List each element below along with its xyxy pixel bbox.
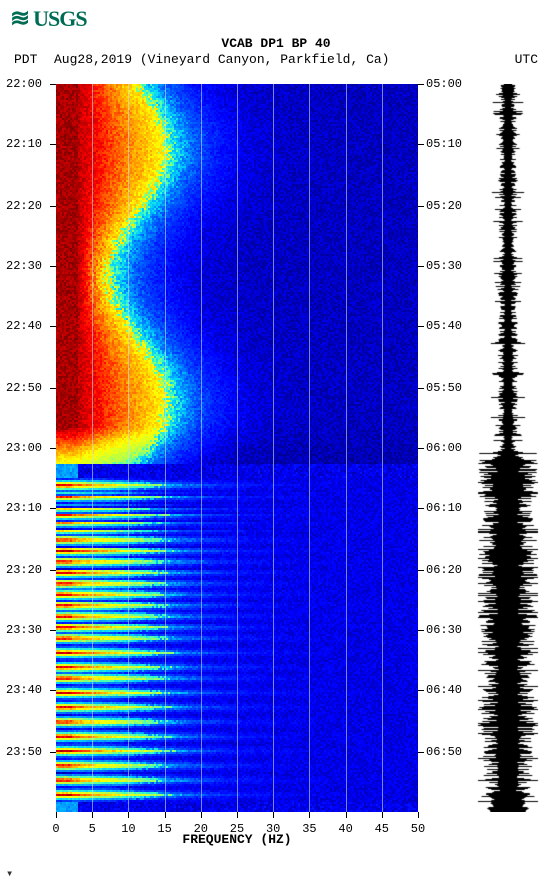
spectrogram-canvas [56, 84, 418, 812]
time-label: 22:40 [6, 320, 54, 332]
time-label: 06:20 [426, 564, 474, 576]
location-text: (Vineyard Canyon, Parkfield, Ca) [140, 52, 390, 67]
time-label: 05:40 [426, 320, 474, 332]
time-label: 05:30 [426, 260, 474, 272]
time-label: 23:20 [6, 564, 54, 576]
tz-right-label: UTC [498, 52, 538, 67]
time-label: 23:30 [6, 624, 54, 636]
time-label: 22:50 [6, 382, 54, 394]
time-label: 22:20 [6, 200, 54, 212]
time-label: 06:40 [426, 684, 474, 696]
time-label: 06:30 [426, 624, 474, 636]
x-axis-title: FREQUENCY (HZ) [56, 832, 418, 847]
time-label: 06:00 [426, 442, 474, 454]
time-label: 23:10 [6, 502, 54, 514]
time-label: 05:10 [426, 138, 474, 150]
date-location-line: PDT Aug28,2019 (Vineyard Canyon, Parkfie… [14, 52, 538, 67]
tz-left-label: PDT [14, 52, 54, 67]
time-label: 22:00 [6, 78, 54, 90]
time-label: 23:50 [6, 746, 54, 758]
time-label: 05:20 [426, 200, 474, 212]
time-label: 05:00 [426, 78, 474, 90]
seismogram-canvas [476, 84, 540, 812]
y-axis-left-pdt: 22:0022:1022:2022:3022:4022:5023:0023:10… [6, 84, 54, 812]
date-text: Aug28,2019 [54, 52, 132, 67]
time-label: 06:50 [426, 746, 474, 758]
station-channel-title: VCAB DP1 BP 40 [0, 36, 552, 51]
seismogram-panel [476, 84, 540, 812]
time-label: 22:30 [6, 260, 54, 272]
time-label: 22:10 [6, 138, 54, 150]
usgs-text: USGS [33, 6, 86, 32]
footer-caret-icon: ▾ [6, 866, 13, 881]
date-location: Aug28,2019 (Vineyard Canyon, Parkfield, … [54, 52, 498, 67]
time-label: 05:50 [426, 382, 474, 394]
time-label: 23:40 [6, 684, 54, 696]
spectrogram-plot [56, 84, 418, 812]
time-label: 23:00 [6, 442, 54, 454]
usgs-logo: ≋ USGS [10, 6, 87, 32]
time-label: 06:10 [426, 502, 474, 514]
y-axis-right-utc: 05:0005:1005:2005:3005:4005:5006:0006:10… [420, 84, 468, 812]
